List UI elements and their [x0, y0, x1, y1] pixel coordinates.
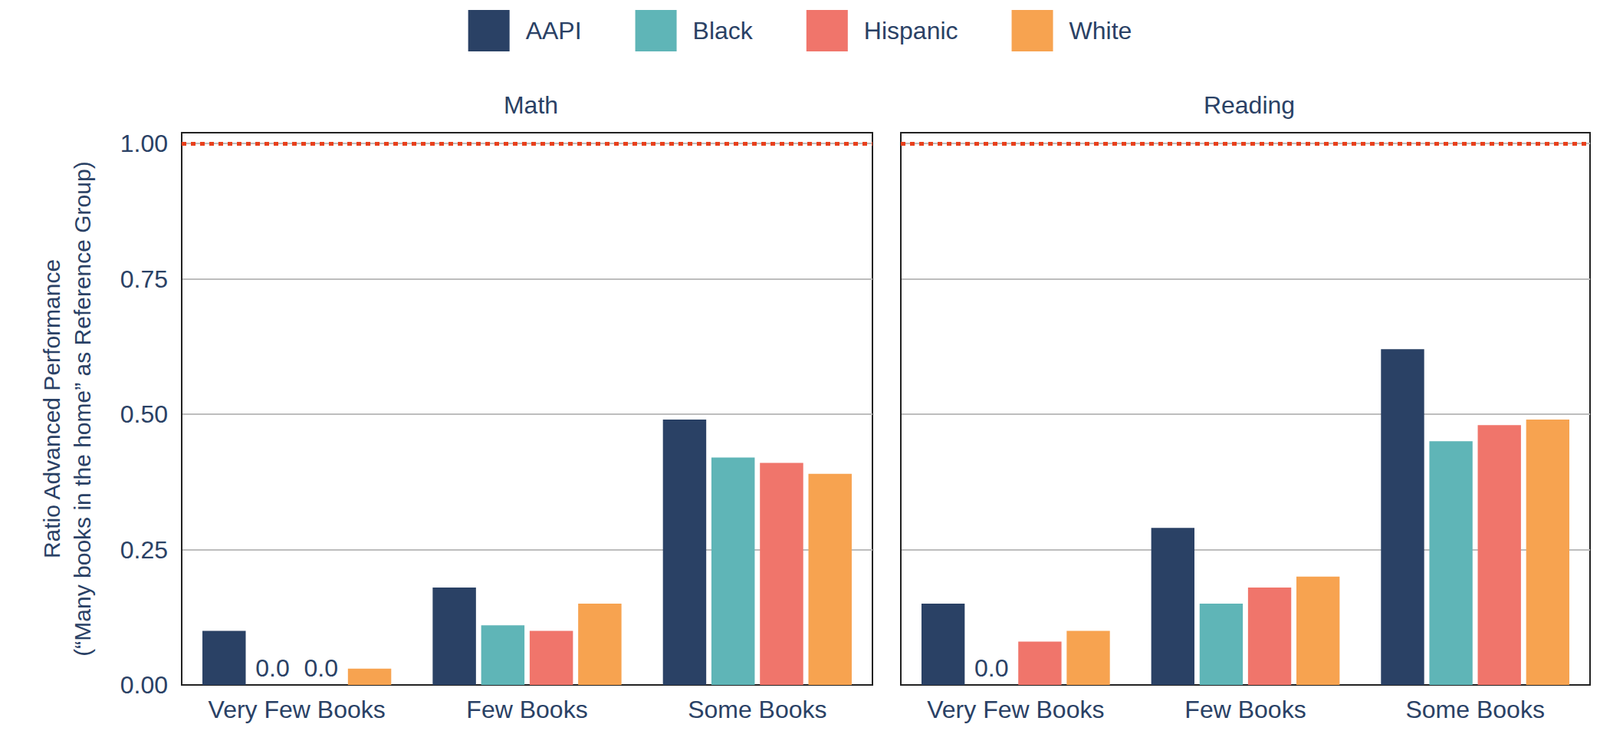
- svg-text:(“Many books in the home” as R: (“Many books in the home” as Reference G…: [69, 160, 96, 656]
- svg-text:AAPI: AAPI: [525, 16, 582, 45]
- svg-text:White: White: [1069, 16, 1133, 45]
- svg-text:0.25: 0.25: [120, 535, 168, 564]
- svg-text:Some Books: Some Books: [687, 695, 827, 723]
- svg-text:0.0: 0.0: [974, 653, 1009, 682]
- svg-text:Black: Black: [693, 16, 754, 45]
- svg-text:Few Books: Few Books: [466, 695, 588, 723]
- svg-text:1.00: 1.00: [120, 129, 168, 158]
- svg-text:Some Books: Some Books: [1405, 695, 1545, 723]
- svg-text:0.50: 0.50: [120, 400, 168, 428]
- svg-text:0.0: 0.0: [255, 653, 290, 682]
- svg-text:0.75: 0.75: [120, 265, 168, 293]
- svg-text:Reading: Reading: [1203, 91, 1295, 119]
- svg-text:0.00: 0.00: [120, 670, 168, 699]
- svg-text:Ratio Advanced Performance: Ratio Advanced Performance: [39, 259, 65, 559]
- svg-text:0.0: 0.0: [304, 653, 339, 682]
- svg-text:Hispanic: Hispanic: [864, 16, 959, 45]
- svg-text:Very Few Books: Very Few Books: [208, 695, 386, 723]
- svg-text:Math: Math: [503, 91, 559, 119]
- svg-text:Few Books: Few Books: [1184, 695, 1306, 723]
- svg-text:Very Few Books: Very Few Books: [926, 695, 1104, 723]
